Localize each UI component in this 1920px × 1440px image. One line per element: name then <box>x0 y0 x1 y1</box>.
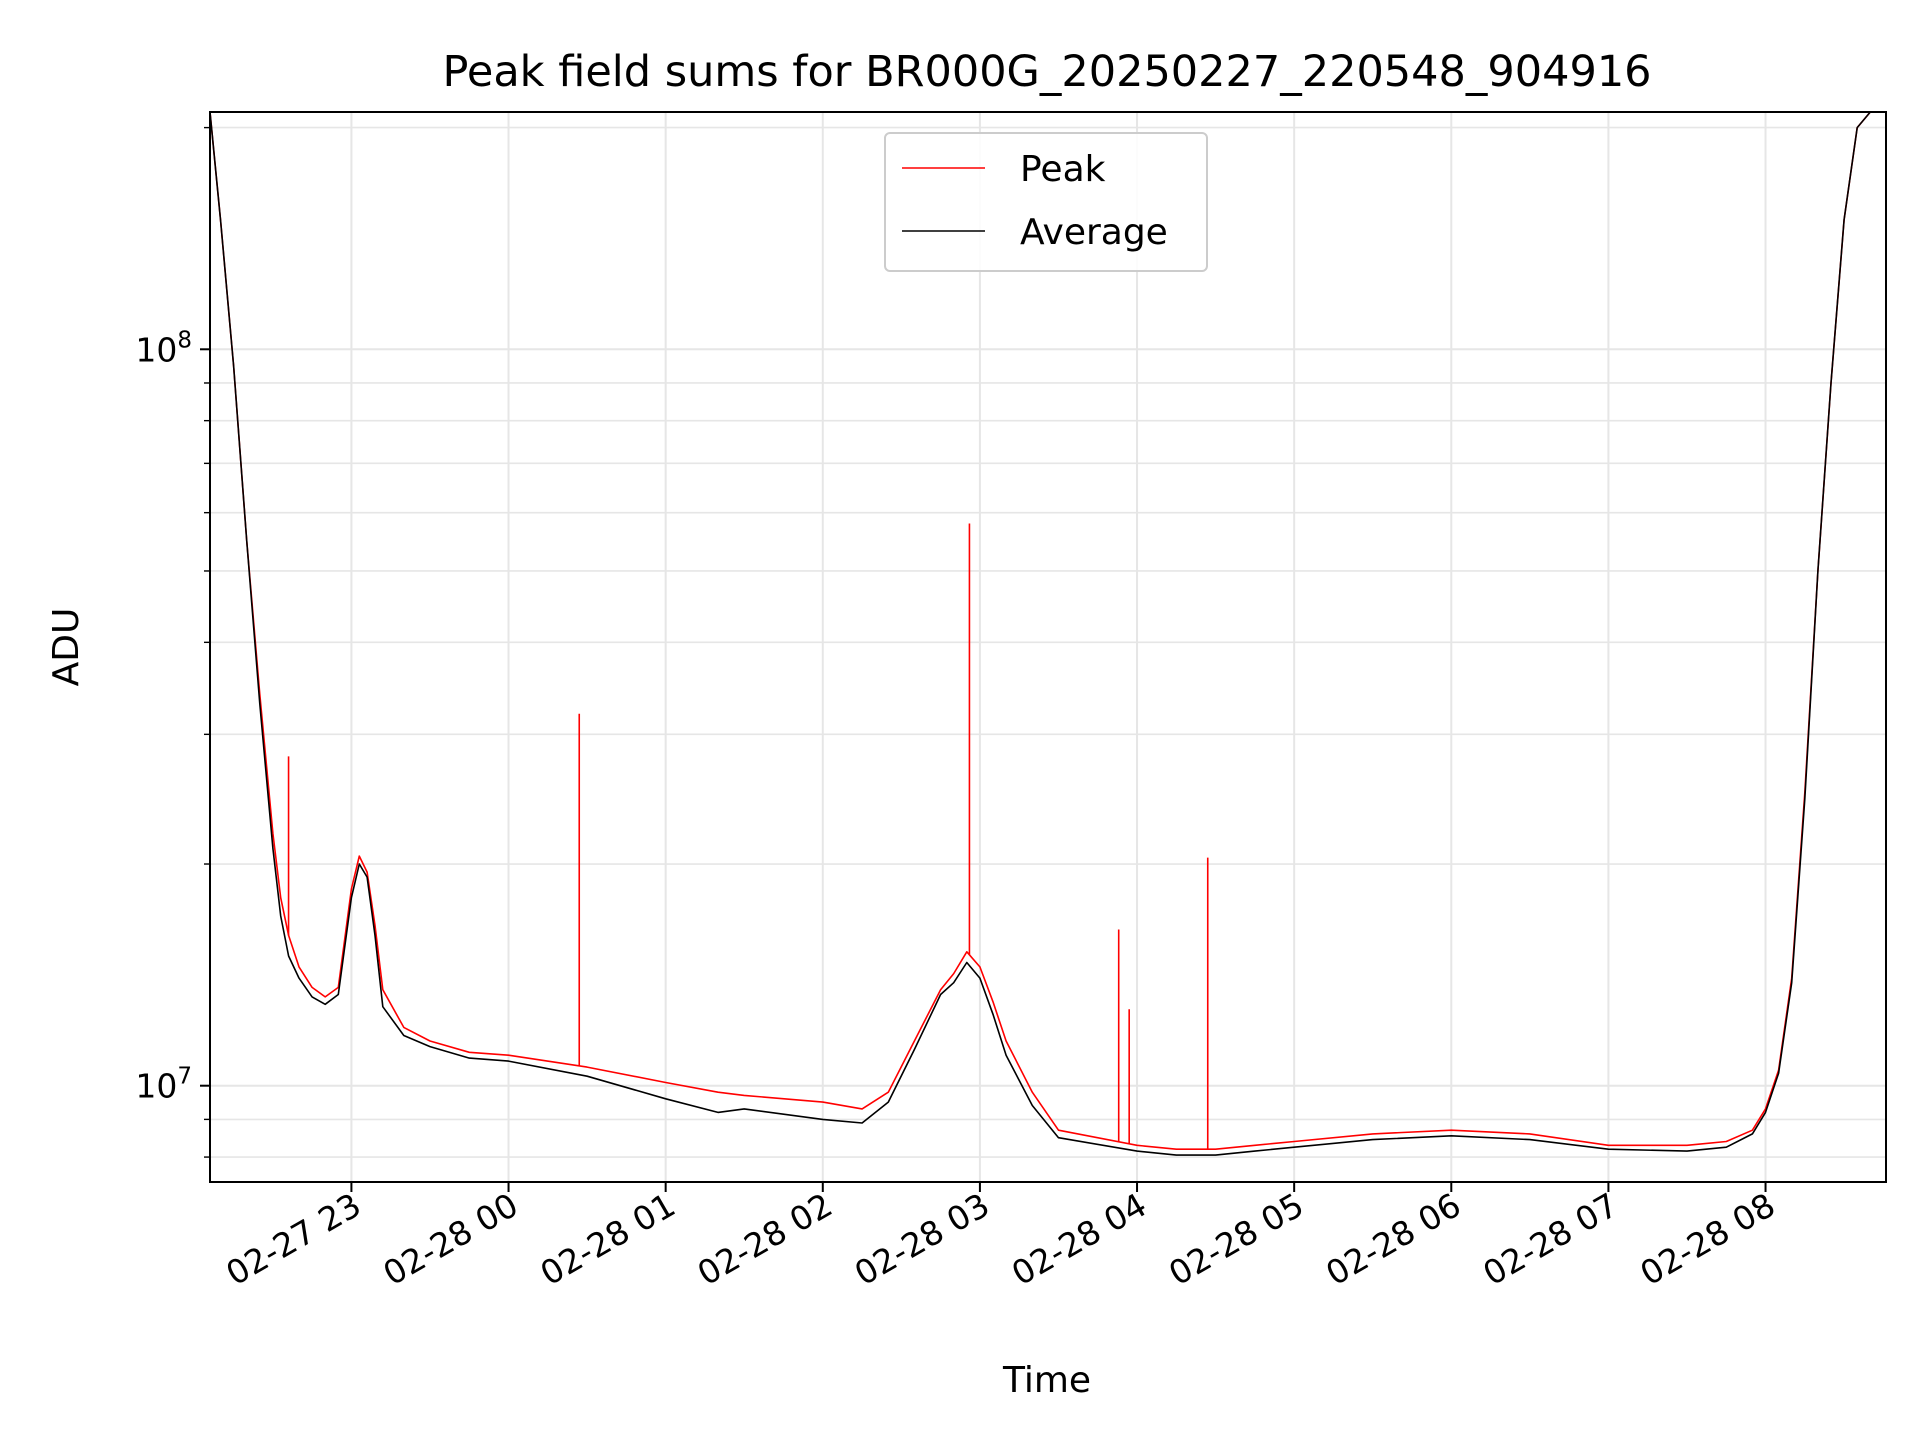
x-tick-label: 02-28 06 <box>1319 1185 1467 1293</box>
series-line-peak <box>209 111 1871 1150</box>
chart-title: Peak field sums for BR000G_20250227_2205… <box>442 47 1651 97</box>
legend: Peak Average <box>884 132 1208 272</box>
x-tick-label: 02-28 08 <box>1634 1185 1782 1293</box>
plot-frame <box>209 111 1887 1183</box>
x-tick-label: 02-28 03 <box>848 1185 996 1293</box>
x-axis-label: Time <box>1002 1360 1091 1401</box>
y-axis-label: ADU <box>46 608 87 687</box>
y-tick-label: 107 <box>135 1064 192 1106</box>
x-tick-label: 02-28 01 <box>534 1185 682 1293</box>
series-layer <box>209 111 1871 1156</box>
x-axis: 02-27 23 02-28 00 02-28 01 02-28 02 02-28 03… <box>219 1182 1782 1293</box>
y-axis: 107 108 <box>135 126 210 1158</box>
x-tick-label: 02-28 00 <box>377 1185 525 1293</box>
x-tick-label: 02-28 04 <box>1005 1185 1153 1293</box>
grid <box>210 112 1886 1182</box>
y-tick-label: 108 <box>135 327 192 369</box>
x-tick-label: 02-28 07 <box>1476 1185 1624 1293</box>
series-line-average <box>209 111 1871 1156</box>
x-tick-label: 02-27 23 <box>219 1185 367 1293</box>
x-tick-label: 02-28 02 <box>691 1185 839 1293</box>
legend-peak-label: Peak <box>1020 149 1106 190</box>
legend-average-label: Average <box>1020 212 1168 253</box>
x-tick-label: 02-28 05 <box>1162 1185 1310 1293</box>
